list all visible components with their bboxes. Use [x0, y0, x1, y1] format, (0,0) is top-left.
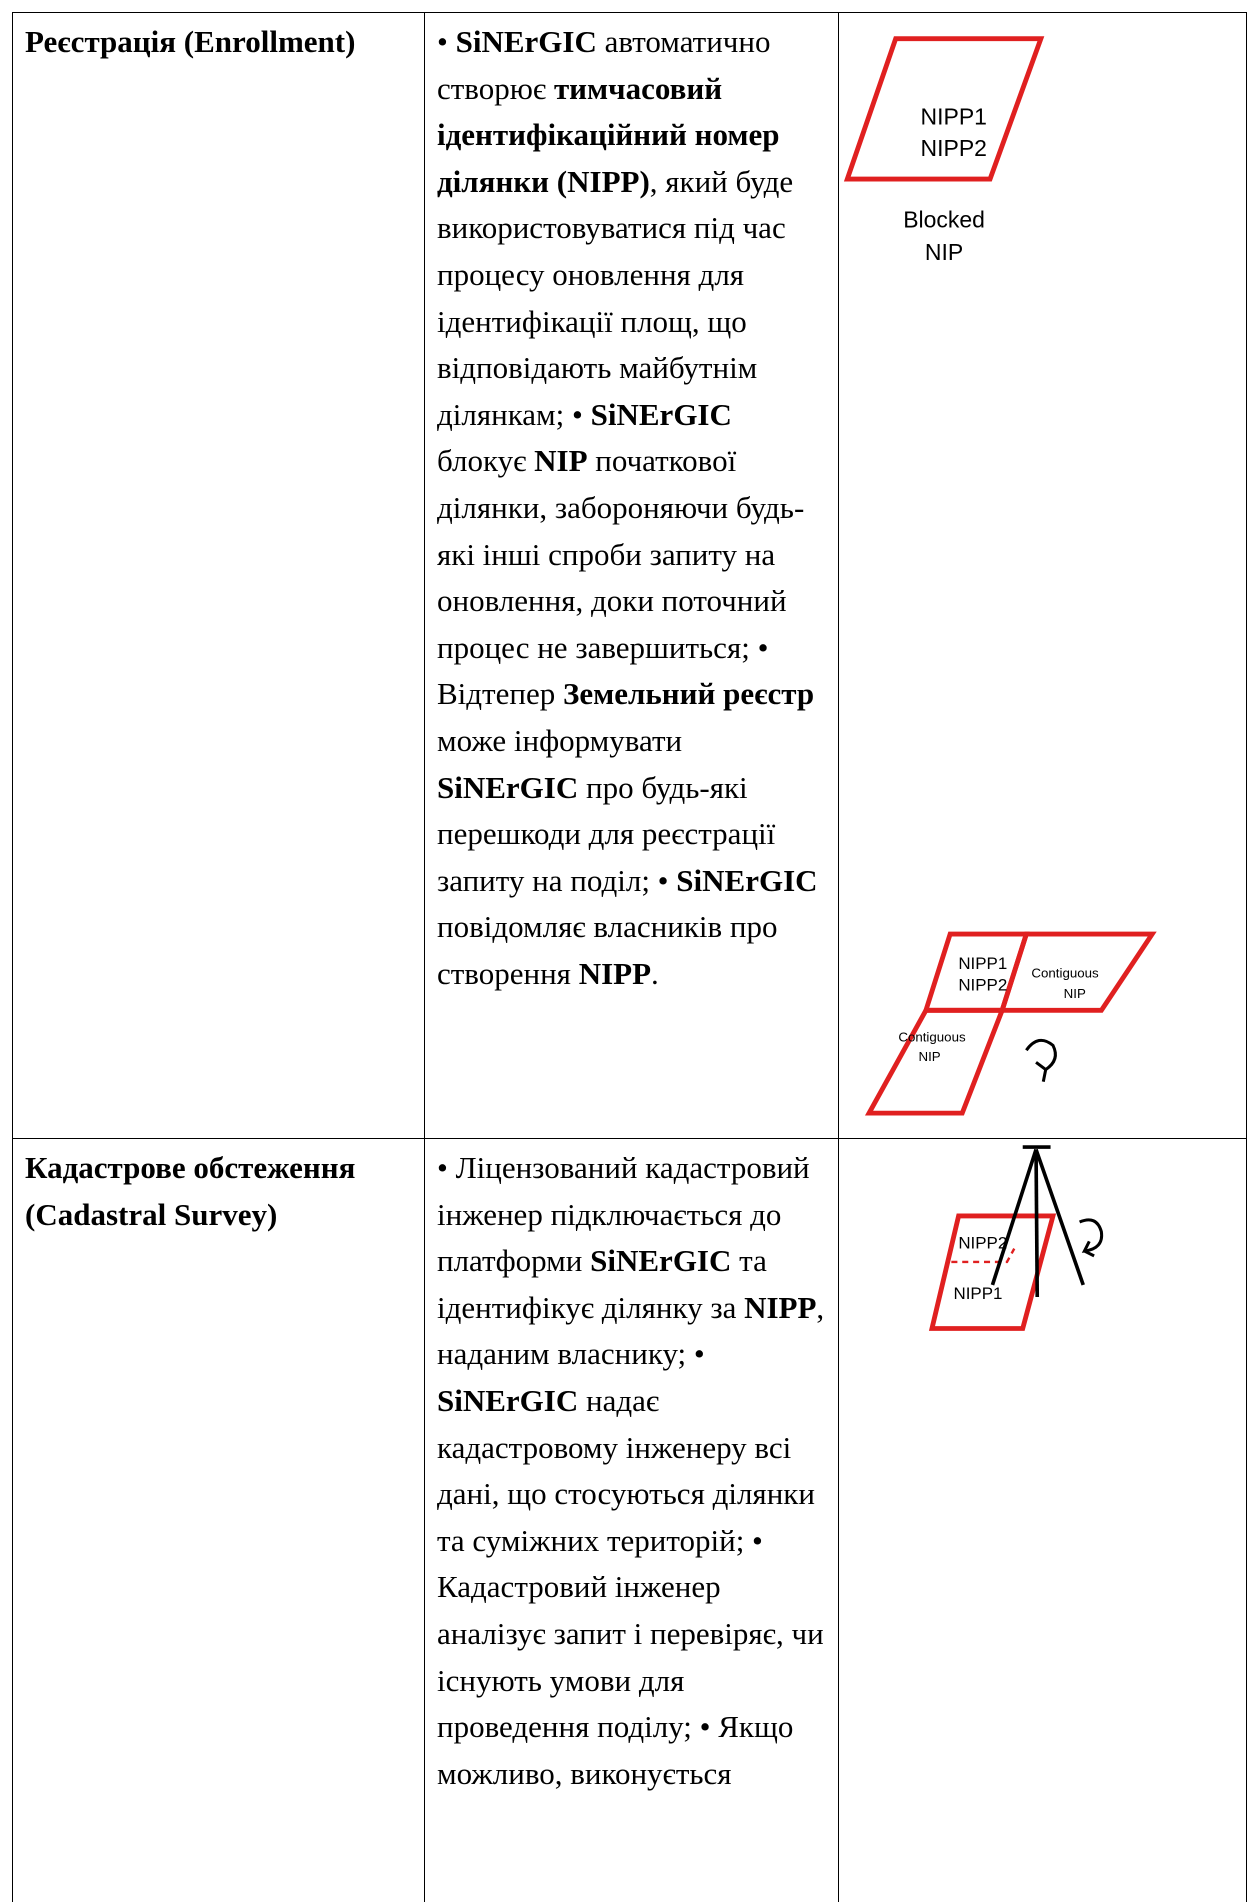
tripod — [990, 1038, 1104, 1298]
diagram-label: NIP — [918, 1049, 940, 1064]
diagram-label: NIPP2 — [958, 1233, 1007, 1252]
bold-text: SiNErGIC — [437, 769, 579, 805]
text: автоматично створює — [437, 24, 771, 106]
diagram-label: NIP — [1064, 986, 1086, 1001]
text: надає кадастровому інженеру всі дані, що… — [437, 1382, 824, 1791]
diagram-cell — [838, 1138, 1247, 1902]
stage-cell: Реєстрація (Enrollment) — [12, 12, 424, 1138]
diagram-label: NIPP1 — [921, 104, 987, 130]
bold-text: NIP — [534, 443, 588, 479]
diagram-label: NIP — [925, 239, 963, 265]
text: • Ліцензований кадастровий інженер підкл… — [437, 1150, 810, 1279]
stage-cell: Кадастрове обстеження (Cadastral Survey) — [12, 1138, 424, 1902]
text: повідомляє власників про створення — [437, 909, 778, 991]
bold-text: SiNErGIC — [455, 24, 597, 59]
diagram-label: Blocked — [903, 206, 985, 232]
text: блокує — [437, 443, 535, 479]
text: про будь-які перешкоди для реєстрації за… — [437, 769, 776, 898]
diagram-label: Contiguous — [1031, 966, 1099, 981]
text: може інформувати — [437, 722, 683, 758]
diagram-label: Contiguous — [898, 1030, 966, 1045]
text: • — [437, 24, 456, 59]
diagram-label: NIPP1 — [958, 954, 1007, 973]
bold-text: SiNErGIC — [676, 862, 818, 898]
description-cell: • Ліцензований кадастровий інженер підкл… — [424, 1138, 838, 1902]
bold-text: SiNErGIC — [590, 396, 732, 432]
text: та ідентифікує ділянку за — [437, 1243, 767, 1325]
text: початкової ділянки, забороняючи будь-які… — [437, 443, 805, 712]
diagram-cell — [838, 12, 1247, 1138]
diagram-shapes — [843, 36, 1157, 1331]
bold-text: SiNErGIC — [437, 1382, 579, 1418]
text: . — [651, 955, 659, 991]
diagram-label: NIPP2 — [958, 976, 1007, 995]
diagram-label: NIPP2 — [921, 135, 987, 161]
diagram-label: NIPP1 — [953, 1284, 1002, 1303]
description-cell: • SiNErGIC автоматично створює тимчасови… — [424, 12, 838, 1138]
text: , наданим власнику; • — [437, 1289, 825, 1372]
bold-text: NIPP — [578, 955, 652, 991]
text: , який буде використовуватися під час пр… — [437, 163, 794, 432]
bold-text: тимчасовий ідентифікаційний номер ділянк… — [437, 70, 780, 199]
bold-text: Земельний реєстр — [562, 676, 815, 712]
bold-text: SiNErGIC — [590, 1243, 732, 1279]
bold-text: NIPP — [744, 1289, 817, 1325]
